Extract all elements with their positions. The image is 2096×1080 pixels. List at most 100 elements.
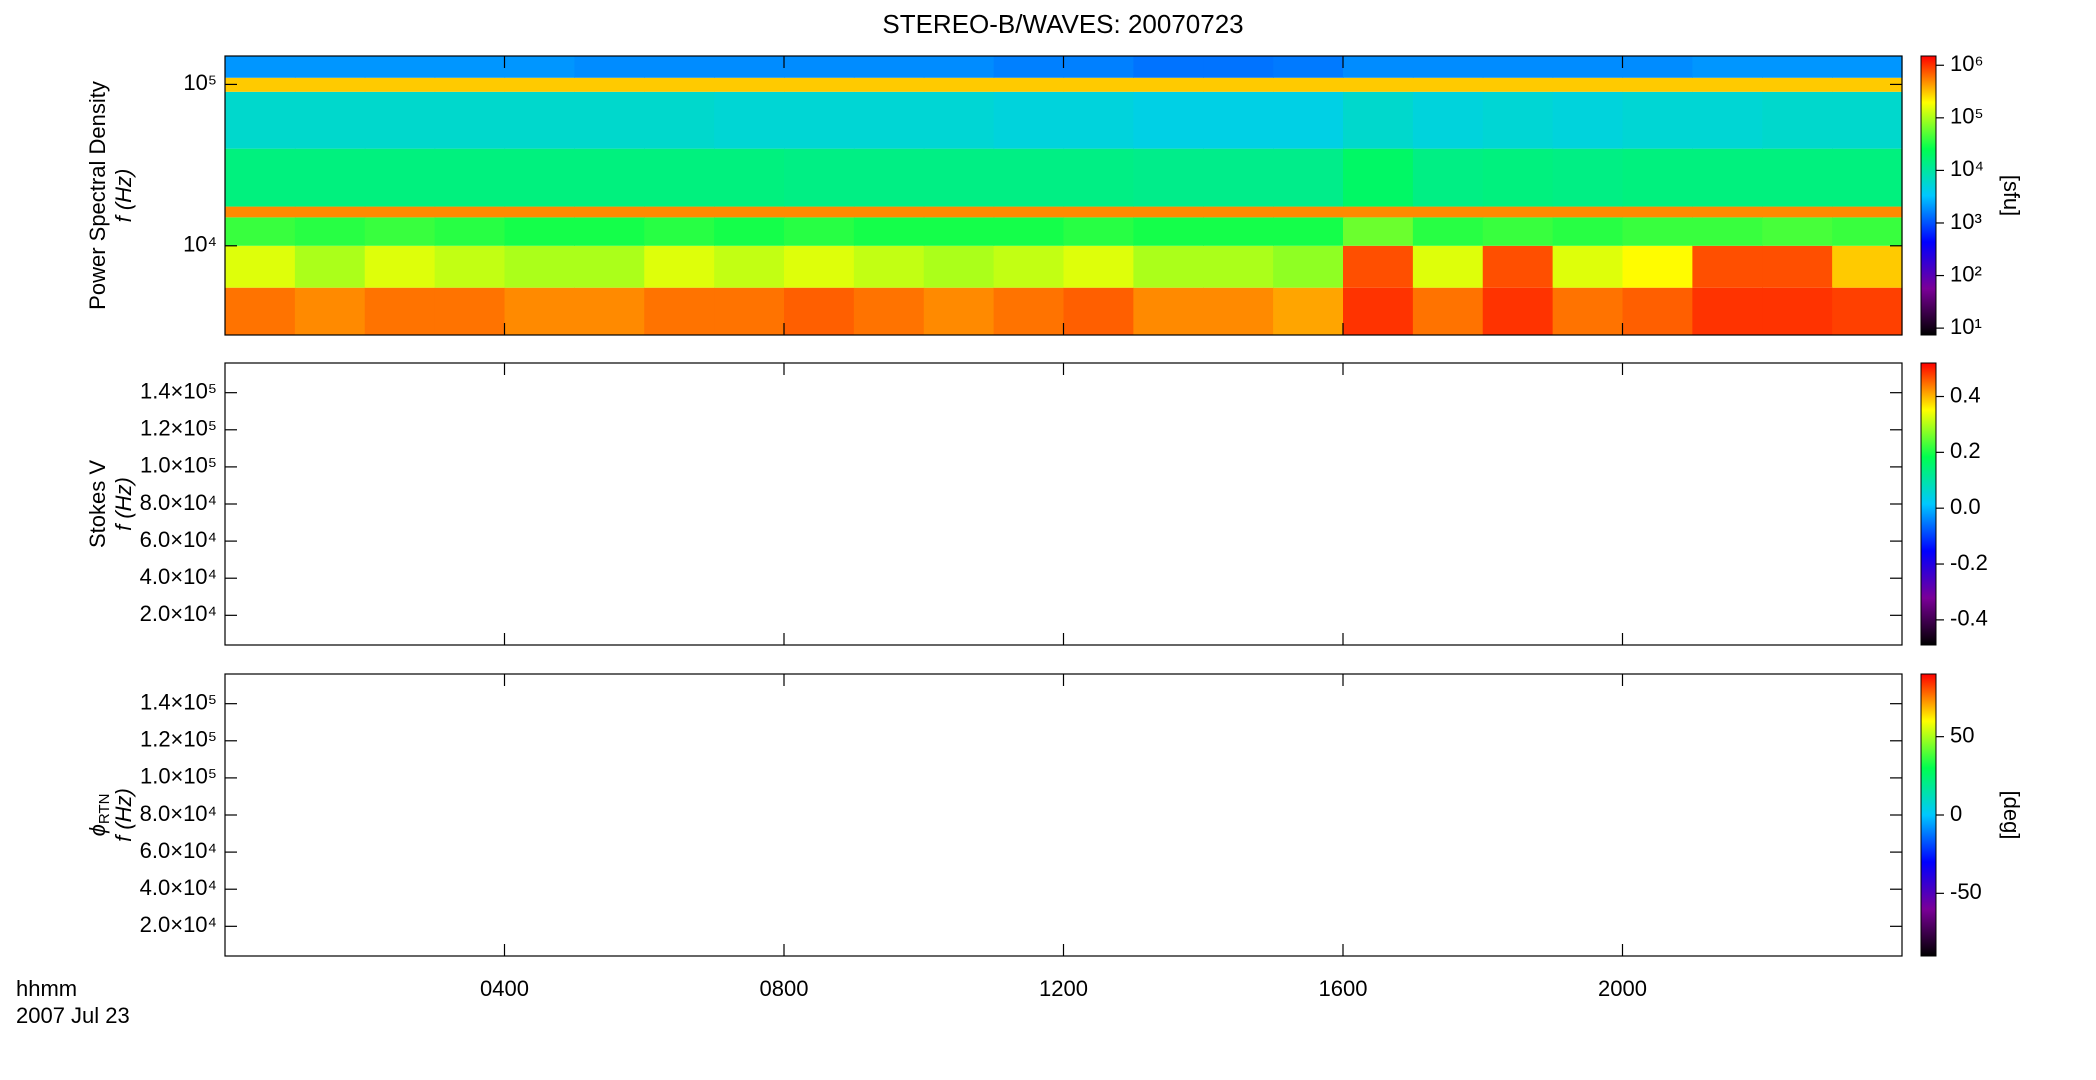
heatmap-cell xyxy=(1273,148,1344,207)
heatmap-cell xyxy=(1203,56,1274,78)
heatmap-cell xyxy=(1832,206,1903,218)
y-tick-label: 1.2×10⁵ xyxy=(140,416,217,441)
heatmap-cell xyxy=(364,245,436,288)
heatmap-cell xyxy=(853,91,925,149)
heatmap-cell xyxy=(1203,245,1274,288)
y-tick-label: 10⁴ xyxy=(183,232,217,257)
heatmap-cell xyxy=(923,148,995,207)
heatmap-cell xyxy=(1133,206,1204,218)
heatmap-cell xyxy=(504,245,575,288)
heatmap-cell xyxy=(993,287,1065,335)
heatmap-cell xyxy=(853,148,925,207)
heatmap-cell xyxy=(1622,91,1693,149)
heatmap-cell xyxy=(1063,77,1134,92)
heatmap-cell xyxy=(993,217,1065,246)
heatmap-cell xyxy=(225,148,296,207)
heatmap-cell xyxy=(364,91,436,149)
heatmap-cell xyxy=(434,206,506,218)
heatmap-cell xyxy=(1412,77,1484,92)
colorbar-tick-label: 0.4 xyxy=(1950,382,1981,407)
colorbar-tick-label: 10⁶ xyxy=(1950,51,1984,76)
heatmap-cell xyxy=(714,245,785,288)
heatmap-cell xyxy=(1063,217,1134,246)
heatmap-cell xyxy=(294,206,366,218)
heatmap-cell xyxy=(1412,206,1484,218)
heatmap-cell xyxy=(504,217,575,246)
heatmap-cell xyxy=(1482,56,1554,78)
y-tick-label: 6.0×10⁴ xyxy=(140,838,217,863)
heatmap-cell xyxy=(294,91,366,149)
heatmap-cell xyxy=(434,245,506,288)
heatmap-cell xyxy=(1482,245,1554,288)
y-tick-label: 1.0×10⁵ xyxy=(140,453,217,478)
x-tick-label: 0400 xyxy=(480,976,529,1001)
heatmap-cell xyxy=(784,217,855,246)
y-tick-label: 10⁵ xyxy=(183,70,217,95)
heatmap-cell xyxy=(434,217,506,246)
heatmap-cell xyxy=(1133,287,1204,335)
x-axis-label: hhmm xyxy=(16,976,77,1001)
heatmap-cell xyxy=(1063,148,1134,207)
heatmap-cell xyxy=(1273,91,1344,149)
heatmap-cell xyxy=(294,77,366,92)
heatmap-cell xyxy=(1343,148,1414,207)
heatmap-cell xyxy=(574,287,645,335)
heatmap-cell xyxy=(364,206,436,218)
y-tick-label: 8.0×10⁴ xyxy=(140,490,217,515)
heatmap-cell xyxy=(644,148,715,207)
heatmap-cell xyxy=(574,56,645,78)
heatmap-cell xyxy=(853,56,925,78)
heatmap-cell xyxy=(1692,56,1763,78)
heatmap-cell xyxy=(1343,56,1414,78)
heatmap-cell xyxy=(993,77,1065,92)
heatmap-cell xyxy=(1273,287,1344,335)
y-tick-label: 1.4×10⁵ xyxy=(140,689,217,714)
heatmap-cell xyxy=(1692,77,1763,92)
heatmap-cell xyxy=(1692,91,1763,149)
colorbar-tick-label: 10² xyxy=(1950,261,1982,286)
heatmap-cell xyxy=(714,77,785,92)
y-tick-label: 6.0×10⁴ xyxy=(140,527,217,552)
heatmap-cell xyxy=(1552,245,1624,288)
y-axis-label: f (Hz) xyxy=(111,788,136,842)
heatmap-cell xyxy=(853,217,925,246)
colorbar-tick-label: 10³ xyxy=(1950,209,1982,234)
heatmap-cell xyxy=(1273,217,1344,246)
heatmap-cell xyxy=(1832,56,1903,78)
heatmap-cell xyxy=(364,217,436,246)
heatmap-cell xyxy=(923,77,995,92)
heatmap-cell xyxy=(574,245,645,288)
heatmap-cell xyxy=(1762,148,1833,207)
heatmap-cell xyxy=(1832,217,1903,246)
y-axis-label: ϕRTN xyxy=(85,794,113,837)
heatmap-cell xyxy=(1622,148,1693,207)
heatmap-cell xyxy=(1203,206,1274,218)
heatmap-cell xyxy=(225,287,296,335)
colorbar-tick-label: 0.0 xyxy=(1950,494,1981,519)
heatmap-cell xyxy=(1622,77,1693,92)
heatmap-cell xyxy=(225,217,296,246)
heatmap-cell xyxy=(923,206,995,218)
heatmap-cell xyxy=(644,287,715,335)
heatmap-cell xyxy=(923,287,995,335)
heatmap-cell xyxy=(1622,217,1693,246)
heatmap-cell xyxy=(1343,91,1414,149)
heatmap-cell xyxy=(1412,148,1484,207)
heatmap-cell xyxy=(923,217,995,246)
heatmap-cell xyxy=(1203,217,1274,246)
heatmap-cell xyxy=(1203,148,1274,207)
heatmap-cell xyxy=(714,91,785,149)
heatmap-cell xyxy=(1273,77,1344,92)
heatmap-cell xyxy=(1343,245,1414,288)
heatmap-cell xyxy=(364,77,436,92)
heatmap-cell xyxy=(294,148,366,207)
heatmap-cell xyxy=(1133,56,1204,78)
heatmap-cell xyxy=(1552,56,1624,78)
heatmap-cell xyxy=(1273,245,1344,288)
colorbar xyxy=(1920,673,1937,957)
heatmap-cell xyxy=(1343,217,1414,246)
heatmap-cell xyxy=(1133,77,1204,92)
heatmap-cell xyxy=(853,206,925,218)
heatmap-cell xyxy=(364,148,436,207)
heatmap-cell xyxy=(1622,245,1693,288)
